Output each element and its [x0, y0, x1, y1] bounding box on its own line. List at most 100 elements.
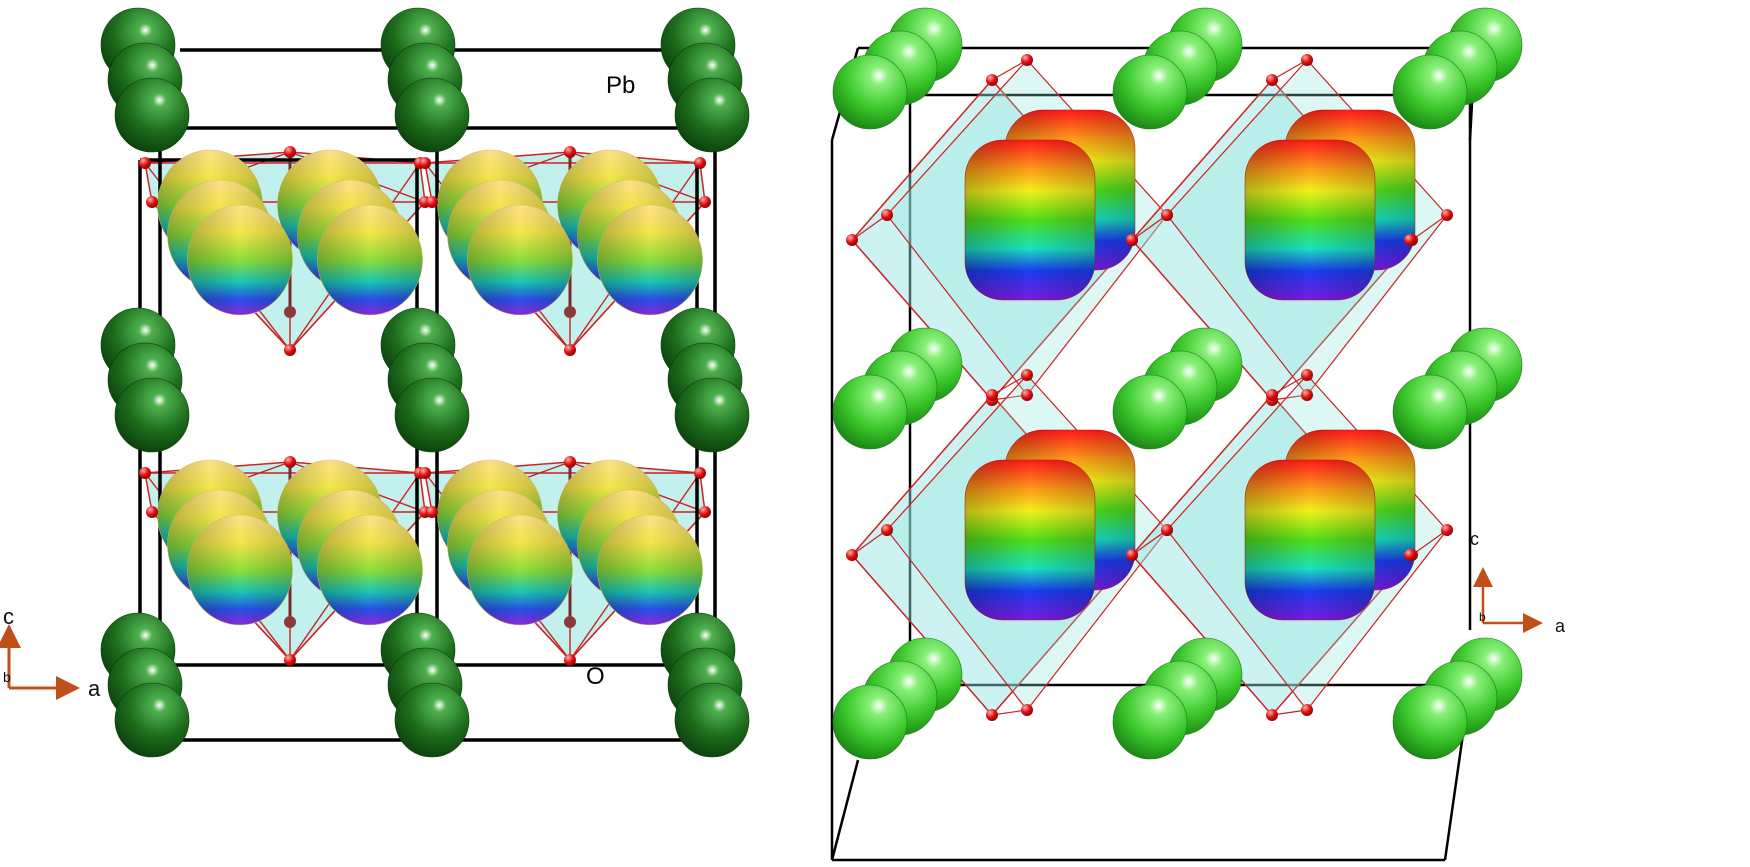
oxygen-atom [284, 146, 296, 158]
oxygen-atom [881, 524, 893, 536]
oxygen-atom [284, 344, 296, 356]
oxygen-atom [1021, 704, 1033, 716]
lone-pair-shade [597, 205, 703, 315]
axis-triad-left: c a b [0, 604, 101, 701]
bond [1271, 374, 1308, 396]
axis-triad-right: c a b [1470, 529, 1566, 636]
oxygen-atom [1266, 74, 1278, 86]
oxygen-atom [986, 74, 998, 86]
oxygen-atom [564, 456, 576, 468]
oxygen-atom [881, 209, 893, 221]
lone-pair-shade [467, 205, 573, 315]
bond [1131, 529, 1168, 556]
bond [1271, 59, 1308, 81]
oxygen-atom [1161, 524, 1173, 536]
oxygen-atom [699, 506, 711, 518]
lone-pair-lobes [157, 149, 703, 626]
oxygen-atom [846, 549, 858, 561]
oxygen-atom [146, 506, 158, 518]
oxygen-atom [1441, 209, 1453, 221]
oxygen-atom [564, 146, 576, 158]
lead-atom [114, 377, 190, 453]
oxygen-atom [1301, 54, 1313, 66]
oxygen-atom [699, 196, 711, 208]
lead-atom [1112, 684, 1188, 760]
lead-atom [394, 377, 470, 453]
oxygen-atom [564, 654, 576, 666]
lone-pair-shade [965, 460, 1095, 620]
oxygen-atom [426, 506, 438, 518]
lone-pair-shade [467, 515, 573, 625]
oxygen-atom [986, 709, 998, 721]
metal-atom [564, 306, 576, 318]
axis-label-c-right: c [1470, 529, 1479, 549]
oxygen-atom [419, 467, 431, 479]
bond [851, 529, 888, 556]
oxygen-atom [284, 456, 296, 468]
lead-atom [674, 682, 750, 758]
left-panel: Pb O c a b [0, 7, 750, 758]
oxygen-atom [426, 196, 438, 208]
unit-cell-edges-right [830, 46, 1477, 862]
lone-pair-shade [317, 515, 423, 625]
bond [1131, 214, 1168, 241]
axis-label-b-right: b [1479, 610, 1486, 624]
lead-atom [1392, 54, 1468, 130]
oxygen-atom [694, 157, 706, 169]
atom-label-o: O [586, 663, 605, 690]
lead-atom [114, 77, 190, 153]
oxygen-atom [1126, 549, 1138, 561]
lone-pair-shade [187, 515, 293, 625]
oxygen-atom [1021, 54, 1033, 66]
cell-edge [830, 759, 860, 861]
oxygen-atom [1161, 209, 1173, 221]
bond [991, 374, 1028, 396]
oxygen-atom [846, 234, 858, 246]
lone-pair-shade [1245, 460, 1375, 620]
lead-atom [1392, 374, 1468, 450]
lone-pair-shade [965, 140, 1095, 300]
lead-atom [674, 77, 750, 153]
axis-label-c: c [3, 604, 14, 629]
right-panel: c a b [830, 7, 1566, 862]
oxygen-atom [1441, 524, 1453, 536]
lead-atom [832, 374, 908, 450]
oxygen-atom [419, 157, 431, 169]
lone-pair-lobes-right [964, 109, 1416, 621]
lone-pair-shade [317, 205, 423, 315]
oxygen-atoms-right [846, 54, 1453, 721]
lead-atom [1112, 54, 1188, 130]
oxygen-atom [986, 389, 998, 401]
lead-atom [114, 682, 190, 758]
lead-atom [832, 684, 908, 760]
oxygen-atom [139, 157, 151, 169]
oxygen-atom [1126, 234, 1138, 246]
bond [851, 214, 888, 241]
lead-atoms [100, 7, 750, 758]
lone-pair-shade [1245, 140, 1375, 300]
lead-atom [394, 77, 470, 153]
oxygen-atom [1021, 369, 1033, 381]
oxygen-atom [694, 467, 706, 479]
bond [1411, 214, 1448, 241]
lead-atom [1112, 374, 1188, 450]
oxygen-atoms [139, 146, 711, 666]
oxygen-atom [1301, 704, 1313, 716]
oxygen-atom [1404, 549, 1416, 561]
oxygen-atom [1301, 369, 1313, 381]
axis-label-a-right: a [1555, 616, 1566, 636]
oxygen-atom [146, 196, 158, 208]
lone-pair-shade [597, 515, 703, 625]
lead-atom [832, 54, 908, 130]
oxygen-atom [1266, 709, 1278, 721]
bond [1411, 529, 1448, 556]
metal-atom [284, 306, 296, 318]
atom-label-pb: Pb [606, 72, 635, 99]
oxygen-atom [139, 467, 151, 479]
axis-label-b: b [3, 669, 11, 685]
oxygen-atom [1021, 389, 1033, 401]
oxygen-atom [284, 654, 296, 666]
oxygen-atom [1301, 389, 1313, 401]
lead-atom [394, 682, 470, 758]
lead-atom [1392, 684, 1468, 760]
